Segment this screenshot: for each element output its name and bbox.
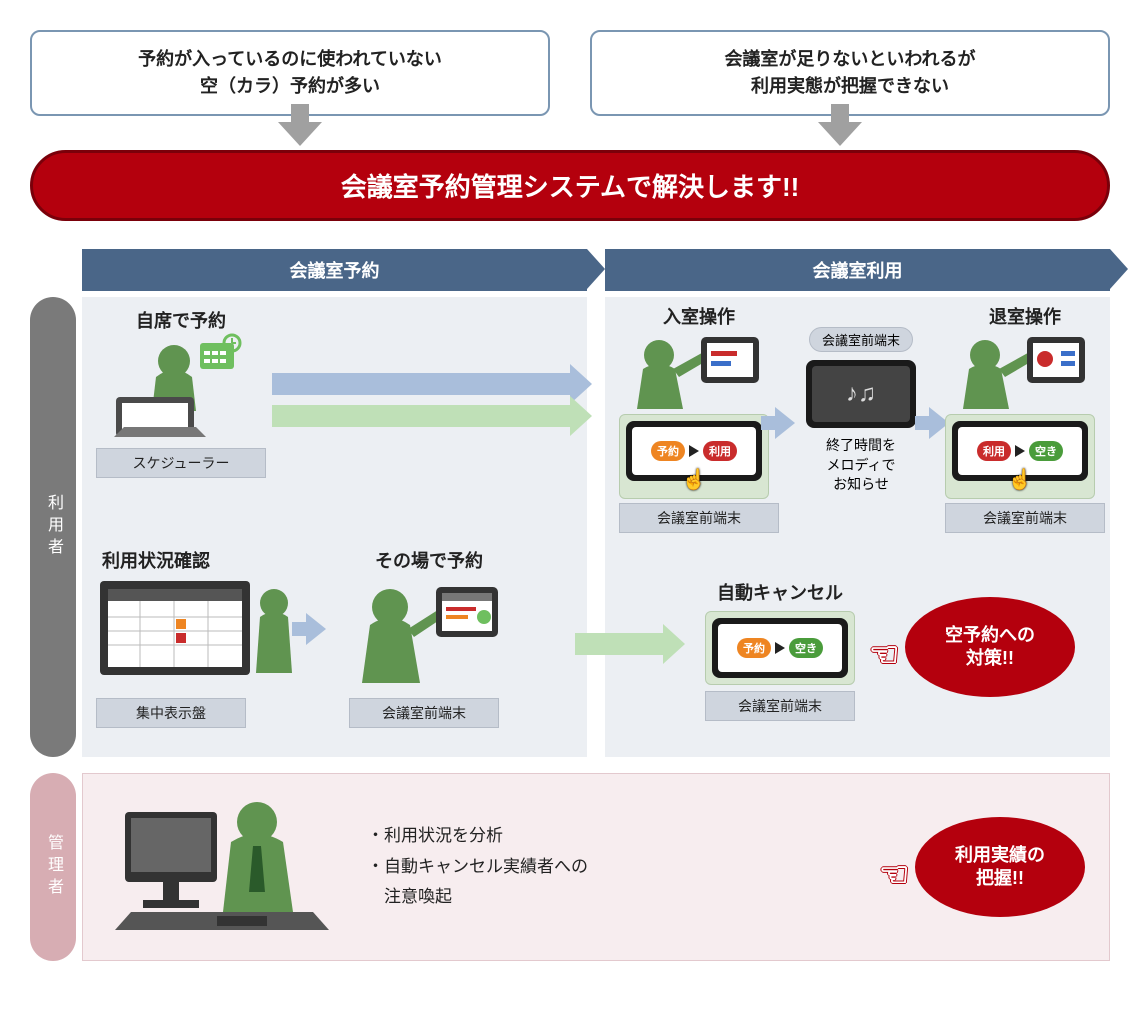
pill-empty: 空き xyxy=(1029,441,1063,461)
admin-bullet-2b: 注意喚起 xyxy=(384,882,588,913)
block-enter: 入室操作 予約 利用 xyxy=(619,303,779,533)
self-seat-title: 自席で予約 xyxy=(96,307,266,333)
panel-reserve: 自席で予約 スケジューラー xyxy=(82,297,587,757)
pill-reserve: 予約 xyxy=(737,638,771,658)
pill-empty: 空き xyxy=(789,638,823,658)
pointing-hand-icon: ☜ xyxy=(879,853,909,897)
usage-check-title: 利用状況確認 xyxy=(102,547,296,573)
scheduler-label: スケジューラー xyxy=(96,448,266,478)
hand-cursor-icon: ☝ xyxy=(626,467,762,492)
enter-title: 入室操作 xyxy=(619,303,779,329)
problem-box-right: 会議室が足りないといわれるが 利用実態が把握できない xyxy=(590,30,1110,116)
scene-self-seat: 自席で予約 スケジューラー xyxy=(96,307,266,478)
callout-usage-record: ☜ 利用実績の 把握!! xyxy=(915,817,1085,917)
flow-arrow-green-1 xyxy=(272,405,592,427)
infographic-root: 予約が入っているのに使われていない 空（カラ）予約が多い 会議室が足りないといわ… xyxy=(30,30,1110,961)
person-touch-icon xyxy=(619,329,769,409)
melody-tag: 会議室前端末 xyxy=(809,327,913,352)
auto-cancel-title: 自動キャンセル xyxy=(695,579,865,605)
hand-cursor-icon: ☝ xyxy=(952,467,1088,492)
panel-display-icon xyxy=(96,573,296,693)
admin-bullets: 利用状況を分析 自動キャンセル実績者への 注意喚起 xyxy=(367,821,588,913)
panel-admin: 利用状況を分析 自動キャンセル実績者への 注意喚起 ☜ 利用実績の 把握!! xyxy=(82,773,1110,961)
block-exit: 退室操作 利用 xyxy=(945,303,1105,533)
down-arrow-icon xyxy=(818,122,862,146)
music-note-icon: ♪♫ xyxy=(812,366,910,422)
pill-use: 利用 xyxy=(703,441,737,461)
device-enter: 予約 利用 ☝ xyxy=(619,414,769,499)
flow-arrow-blue xyxy=(272,373,592,395)
side-label-admin: 管理者 xyxy=(30,773,76,961)
person-touch-icon xyxy=(945,329,1095,409)
pill-reserve: 予約 xyxy=(651,441,685,461)
melody-text: 終了時間を メロディで お知らせ xyxy=(791,436,931,495)
down-arrow-icon xyxy=(278,122,322,146)
person-laptop-icon xyxy=(96,333,246,443)
arrow-icon xyxy=(775,642,785,654)
problem-row: 予約が入っているのに使われていない 空（カラ）予約が多い 会議室が足りないといわ… xyxy=(30,30,1110,116)
problem-left-line2: 空（カラ）予約が多い xyxy=(42,73,538,100)
callout-empty-reservation: ☜ 空予約への 対策!! xyxy=(905,597,1075,697)
problem-right-line2: 利用実態が把握できない xyxy=(602,73,1098,100)
exit-title: 退室操作 xyxy=(945,303,1105,329)
small-arrow-icon xyxy=(775,407,795,439)
admin-bullet-2: 自動キャンセル実績者への xyxy=(367,852,588,883)
user-row: 利用者 自席で予約 xyxy=(30,297,1110,757)
device-exit: 利用 空き ☝ xyxy=(945,414,1095,499)
terminal-label: 会議室前端末 xyxy=(705,691,855,721)
admin-bullet-1: 利用状況を分析 xyxy=(367,821,588,852)
person-touch-icon xyxy=(344,573,504,693)
callout1-line2: 対策!! xyxy=(966,648,1014,668)
scene-spot-reserve: その場で予約 会議室前端末 xyxy=(344,547,514,728)
section-tabs: 会議室予約 会議室利用 xyxy=(82,249,1110,291)
block-melody: 会議室前端末 ♪♫ 終了時間を メロディで お知らせ xyxy=(791,327,931,495)
problem-left-line1: 予約が入っているのに使われていない xyxy=(42,46,538,73)
user-panels: 自席で予約 スケジューラー xyxy=(82,297,1110,757)
scene-usage-check: 利用状況確認 集中表示盤 xyxy=(96,547,296,728)
block-auto-cancel: 自動キャンセル 予約 空き 会議室前端末 xyxy=(695,579,865,721)
flow-arrow-green-2 xyxy=(575,633,685,655)
terminal-label: 会議室前端末 xyxy=(619,503,779,533)
device-auto-cancel: 予約 空き xyxy=(705,611,855,685)
board-label: 集中表示盤 xyxy=(96,698,246,728)
callout1-line1: 空予約への xyxy=(945,625,1035,645)
panel-use: 入室操作 予約 利用 xyxy=(605,297,1110,757)
tab-use: 会議室利用 xyxy=(605,249,1110,291)
small-arrow-icon xyxy=(306,613,326,645)
callout2-line2: 把握!! xyxy=(976,868,1024,888)
terminal-label: 会議室前端末 xyxy=(349,698,499,728)
terminal-label: 会議室前端末 xyxy=(945,503,1105,533)
arrow-icon xyxy=(1015,445,1025,457)
pill-use: 利用 xyxy=(977,441,1011,461)
spot-title: その場で予約 xyxy=(344,547,514,573)
down-arrows xyxy=(30,122,1110,146)
tab-reserve: 会議室予約 xyxy=(82,249,587,291)
solution-banner: 会議室予約管理システムで解決します!! xyxy=(30,150,1110,221)
pointing-hand-icon: ☜ xyxy=(869,633,899,677)
problem-right-line1: 会議室が足りないといわれるが xyxy=(602,46,1098,73)
person-desktop-icon xyxy=(107,792,337,942)
side-label-user: 利用者 xyxy=(30,297,76,757)
callout2-line1: 利用実績の xyxy=(955,845,1045,865)
arrow-icon xyxy=(689,445,699,457)
problem-box-left: 予約が入っているのに使われていない 空（カラ）予約が多い xyxy=(30,30,550,116)
admin-row: 管理者 利用状況を分析 自動キャンセル実績者への 注意喚起 ☜ xyxy=(30,773,1110,961)
